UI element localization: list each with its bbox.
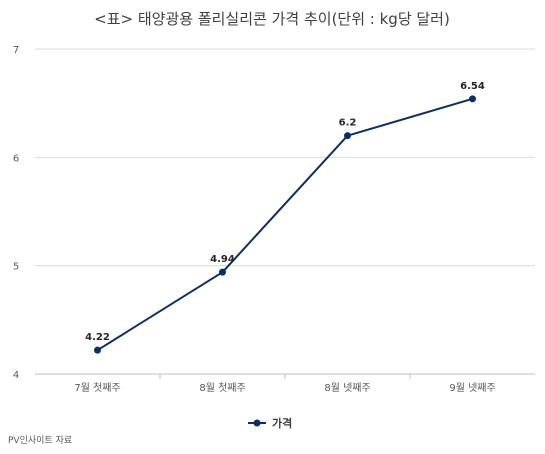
legend-swatch-marker	[253, 419, 261, 427]
x-tick-label: 8월 첫째주	[199, 382, 245, 394]
data-label: 6.54	[460, 81, 485, 92]
data-label: 4.22	[85, 332, 110, 343]
y-tick-label: 7	[13, 45, 19, 56]
gridlines	[35, 48, 535, 375]
x-tick-label: 8월 넷째주	[324, 382, 370, 394]
series-layer: 4.22 4.94 6.2 6.54	[85, 81, 485, 354]
x-axis: 7월 첫째주 8월 첫째주 8월 넷째주 9월 넷째주	[74, 374, 496, 394]
legend: 가격	[248, 416, 292, 430]
legend-label: 가격	[272, 416, 292, 430]
data-point	[94, 346, 101, 354]
y-axis: 4 5 6 7	[13, 45, 19, 381]
data-point	[219, 268, 226, 276]
data-label: 6.2	[339, 118, 357, 129]
x-tick-label: 9월 넷째주	[449, 382, 495, 394]
series-line	[96, 97, 473, 352]
chart-title: <표> 태양광용 폴리실리콘 가격 추이(단위 : kg당 달러)	[94, 10, 450, 28]
x-tick-label: 7월 첫째주	[74, 382, 120, 394]
source-note: PV인사이트 자료	[8, 435, 72, 446]
data-label: 4.94	[210, 254, 235, 265]
y-tick-label: 6	[13, 153, 19, 164]
y-tick-label: 5	[13, 262, 19, 273]
data-point	[344, 132, 351, 140]
data-point	[469, 95, 476, 103]
y-tick-label: 4	[13, 370, 19, 381]
